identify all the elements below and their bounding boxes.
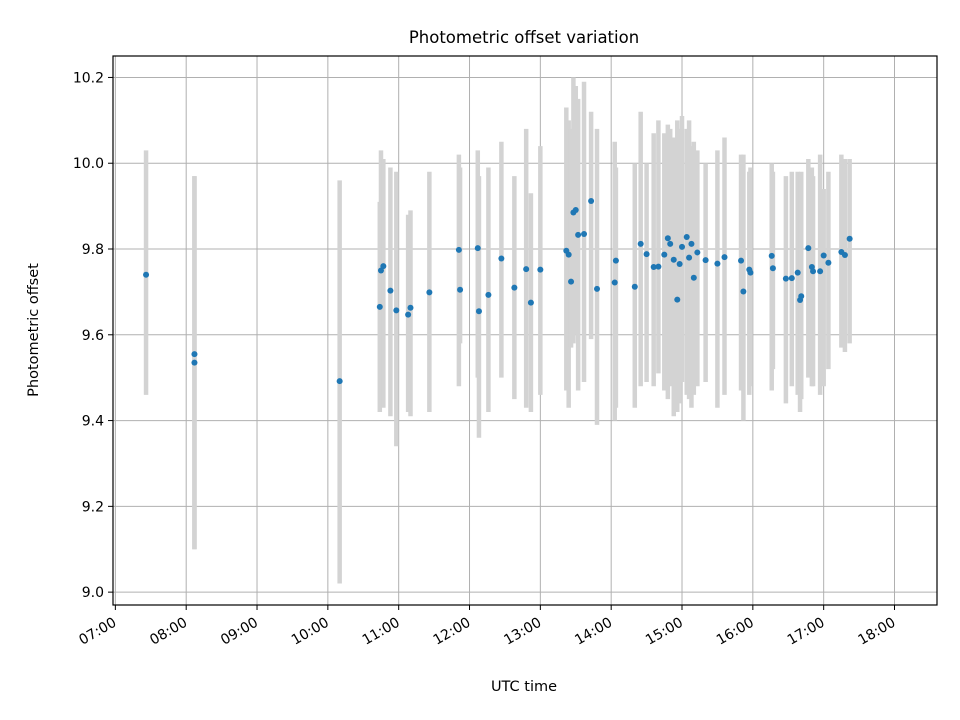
data-point (581, 230, 588, 237)
data-point (679, 243, 686, 250)
data-point (721, 254, 728, 261)
data-point (568, 278, 575, 285)
data-point (650, 264, 657, 271)
data-point (686, 254, 693, 261)
data-point (594, 285, 601, 292)
data-point (523, 266, 530, 273)
data-point (572, 206, 579, 213)
data-point (485, 291, 492, 298)
data-point (788, 275, 795, 282)
chart-title: Photometric offset variation (409, 28, 639, 47)
data-point (387, 287, 394, 294)
data-point (825, 259, 832, 266)
data-point (714, 260, 721, 267)
data-point (393, 307, 400, 314)
data-point (376, 303, 383, 310)
data-point (537, 266, 544, 273)
data-point (820, 252, 827, 259)
data-point (565, 251, 572, 258)
plot-frame (112, 55, 938, 606)
data-point (643, 251, 650, 258)
data-point (674, 296, 681, 303)
data-point (475, 308, 482, 315)
y-tick-label: 10.0 (73, 156, 104, 172)
data-point (405, 311, 412, 318)
y-axis-label: Photometric offset (26, 263, 42, 397)
data-point (474, 245, 481, 252)
data-point (782, 275, 789, 282)
y-tick-label: 9.4 (82, 414, 104, 430)
data-point (846, 235, 853, 242)
y-tick-label: 9.0 (82, 585, 104, 601)
data-point (841, 252, 848, 259)
data-point (817, 268, 824, 275)
data-point (768, 252, 775, 259)
y-tick-label: 9.2 (82, 499, 104, 515)
data-point (676, 261, 683, 268)
data-point (810, 268, 817, 275)
data-point (670, 256, 677, 263)
y-tick-label: 9.8 (82, 242, 104, 258)
data-point (637, 240, 644, 247)
data-point (191, 351, 198, 358)
data-point (694, 249, 701, 256)
data-point (661, 251, 668, 258)
data-point (527, 299, 534, 306)
data-point (664, 235, 671, 242)
y-tick-label: 10.2 (73, 70, 104, 86)
data-point (805, 245, 812, 252)
data-point (631, 283, 638, 290)
data-point (575, 231, 582, 238)
data-point (191, 359, 198, 366)
data-point (683, 233, 690, 240)
data-point (498, 255, 505, 262)
data-point (612, 257, 619, 264)
data-point (740, 288, 747, 295)
data-point (702, 257, 709, 264)
data-point (769, 265, 776, 272)
data-point (426, 289, 433, 296)
data-point (667, 240, 674, 247)
data-point (457, 286, 464, 293)
data-point (380, 263, 387, 270)
data-point (655, 263, 662, 270)
y-axis-ticks: 9.0 9.2 9.4 9.6 9.8 10.0 10.2 (73, 70, 113, 601)
data-point (143, 271, 150, 278)
data-point (798, 293, 805, 300)
data-point (455, 246, 462, 253)
data-point (738, 257, 745, 264)
data-point (511, 284, 518, 291)
data-point (794, 269, 801, 276)
y-tick-label: 9.6 (82, 328, 104, 344)
x-axis-label: UTC time (491, 679, 557, 695)
data-point (747, 269, 754, 276)
data-point (336, 378, 343, 385)
data-point (688, 240, 695, 247)
data-point (407, 304, 414, 311)
data-point (690, 274, 697, 281)
data-point (611, 279, 618, 286)
data-points (143, 197, 853, 385)
data-point (588, 197, 595, 204)
